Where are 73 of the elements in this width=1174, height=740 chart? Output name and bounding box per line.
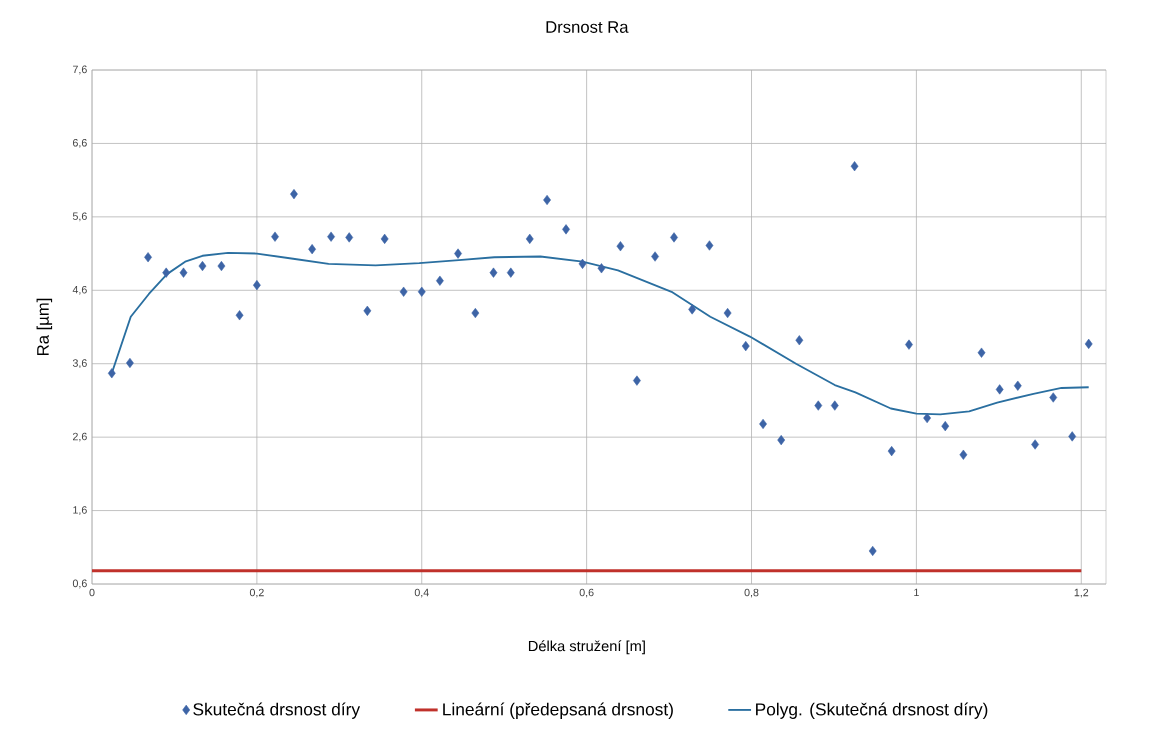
- point: [1049, 392, 1058, 403]
- point: [436, 275, 444, 286]
- point: [670, 232, 678, 243]
- x-tick-label: 1,2: [1074, 588, 1089, 598]
- point: [977, 347, 986, 358]
- point: [1013, 380, 1022, 391]
- x-tick-label: 1: [914, 588, 919, 597]
- point: [271, 231, 279, 242]
- point: [562, 224, 570, 235]
- point: [506, 267, 515, 278]
- legend-label: Skutečná drsnost díry: [193, 702, 361, 719]
- point: [795, 335, 804, 346]
- point: [144, 252, 152, 263]
- point: [830, 400, 839, 411]
- chart-title: Drsnost Ra: [546, 21, 629, 33]
- x-tick-label: 0,4: [414, 588, 429, 598]
- y-tick-label: 1,6: [73, 506, 87, 515]
- x-axis-title: Délka stružení [m]: [528, 640, 645, 655]
- y-tick-label: 0,6: [72, 579, 87, 589]
- point: [633, 375, 641, 386]
- legend-label: Polyg. (Skutečná drsnost díry): [756, 702, 988, 719]
- y-tick-label: 5,6: [72, 212, 87, 222]
- point: [417, 286, 426, 297]
- point: [959, 449, 968, 460]
- point: [905, 339, 913, 350]
- point: [198, 260, 207, 272]
- point: [995, 384, 1004, 395]
- point: [290, 189, 298, 200]
- point: [363, 305, 372, 316]
- point: [597, 263, 606, 274]
- point: [616, 241, 625, 252]
- y-tick-label: 4,6: [72, 285, 87, 295]
- x-tick-label: 0,6: [579, 588, 594, 598]
- point: [399, 286, 408, 297]
- point: [1084, 338, 1093, 349]
- point: [179, 267, 188, 278]
- point: [454, 248, 462, 259]
- point: [308, 244, 316, 255]
- y-tick-label: 6,6: [73, 139, 87, 148]
- point: [471, 307, 480, 319]
- y-tick-label: 3,6: [72, 359, 87, 369]
- point: [868, 545, 877, 557]
- point: [107, 368, 116, 379]
- point: [941, 421, 950, 432]
- y-tick-label: 2,6: [73, 432, 87, 442]
- point: [1031, 439, 1039, 450]
- point: [327, 231, 335, 242]
- point: [887, 446, 896, 457]
- point: [217, 260, 226, 272]
- x-tick-label: 0,2: [249, 588, 264, 598]
- point: [578, 258, 587, 269]
- point: [651, 251, 659, 262]
- x-tick-label: 0,8: [744, 588, 759, 598]
- point: [705, 240, 714, 251]
- x-tick-label: 0: [89, 588, 95, 597]
- legend-label: Lineární (předepsaná drsnost): [443, 702, 673, 719]
- point: [345, 232, 354, 243]
- y-axis-title: Ra [µm]: [36, 298, 53, 355]
- point: [525, 233, 534, 244]
- point: [162, 267, 171, 278]
- point: [759, 418, 767, 429]
- point: [253, 280, 261, 291]
- point: [741, 341, 750, 352]
- y-tick-label: 7,6: [73, 65, 87, 75]
- point: [380, 233, 389, 244]
- point: [235, 310, 244, 321]
- point: [777, 435, 786, 446]
- point: [1068, 431, 1077, 442]
- point: [723, 307, 732, 319]
- point: [688, 304, 697, 315]
- point: [814, 400, 823, 411]
- point: [850, 161, 859, 172]
- point: [489, 267, 498, 278]
